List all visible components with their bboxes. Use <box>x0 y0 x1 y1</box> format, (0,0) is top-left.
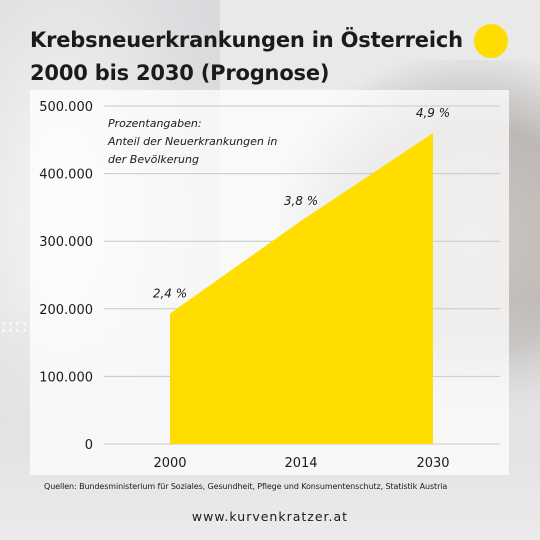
title-line-2: 2000 bis 2030 (Prognose) <box>30 61 330 85</box>
x-tick-label: 2000 <box>153 456 186 471</box>
x-tick-label: 2030 <box>416 456 449 471</box>
y-tick-label: 100.000 <box>39 370 93 385</box>
annotation-line-2: Anteil der Neuerkrankungen in <box>107 135 277 148</box>
data-label: 4,9 % <box>416 106 450 120</box>
title-line-1: Krebsneuerkrankungen in Österreich <box>30 28 463 52</box>
y-tick-label: 200.000 <box>39 303 93 318</box>
x-tick-label: 2014 <box>284 456 317 471</box>
decorative-dots <box>0 320 30 334</box>
area-series <box>170 133 433 445</box>
y-tick-label: 500.000 <box>39 100 93 115</box>
accent-dot <box>474 24 508 58</box>
chart-title: Krebsneuerkrankungen in Österreich 2000 … <box>30 24 470 90</box>
y-tick-label: 0 <box>85 438 93 453</box>
annotation-line-1: Prozentangaben: <box>108 117 202 130</box>
y-tick-label: 400.000 <box>39 168 93 183</box>
source-note: Quellen: Bundesministerium für Soziales,… <box>44 482 448 491</box>
annotation-line-3: der Bevölkerung <box>108 153 199 166</box>
data-label: 3,8 % <box>284 194 318 208</box>
y-tick-label: 300.000 <box>39 235 93 250</box>
data-label: 2,4 % <box>153 287 187 301</box>
website-url[interactable]: www.kurvenkratzer.at <box>191 509 349 524</box>
